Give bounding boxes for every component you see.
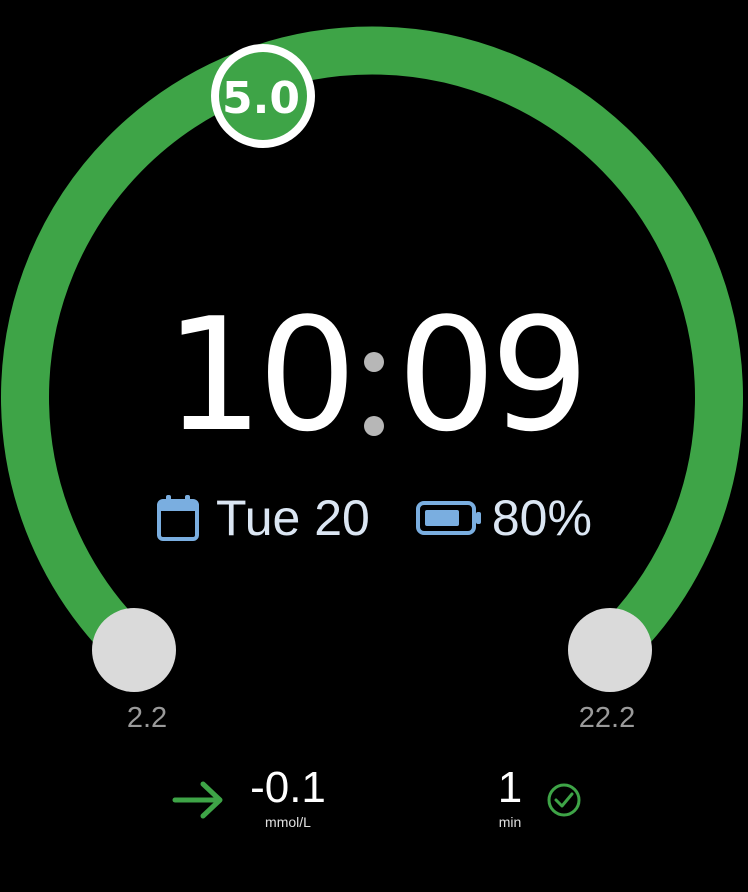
- battery-item: 80%: [415, 489, 592, 547]
- clock-minutes: 09: [397, 284, 590, 466]
- reading-age-value: 1: [497, 763, 523, 812]
- range-max-knob[interactable]: [568, 608, 652, 692]
- date-item: Tue 20: [156, 489, 370, 547]
- clock-colon: [357, 320, 391, 436]
- bottom-row: -0.1 mmol/L 1 min: [0, 766, 748, 846]
- gauge-arc: [1, 26, 743, 668]
- trend-block: -0.1 mmol/L: [240, 763, 336, 831]
- trend-unit: mmol/L: [265, 814, 311, 830]
- current-value-bubble: 5.0: [211, 44, 315, 148]
- info-row: Tue 20 80%: [0, 486, 748, 550]
- calendar-icon: [156, 493, 200, 543]
- range-min-knob[interactable]: [92, 608, 176, 692]
- battery-label: 80%: [491, 490, 592, 546]
- range-max-label: 22.2: [578, 702, 636, 734]
- current-value-text: 5.0: [222, 73, 300, 124]
- clock-hours: 10: [164, 284, 357, 466]
- arrow-right-icon: [172, 780, 226, 825]
- reading-age-unit: min: [498, 814, 522, 830]
- check-circle-icon: [546, 782, 582, 823]
- date-label: Tue 20: [216, 490, 370, 546]
- battery-icon: [415, 501, 482, 535]
- clock: 10 09: [0, 290, 748, 460]
- trend-value: -0.1: [250, 763, 326, 812]
- reading-age-block: 1 min: [484, 763, 536, 831]
- range-min-label: 2.2: [126, 702, 168, 734]
